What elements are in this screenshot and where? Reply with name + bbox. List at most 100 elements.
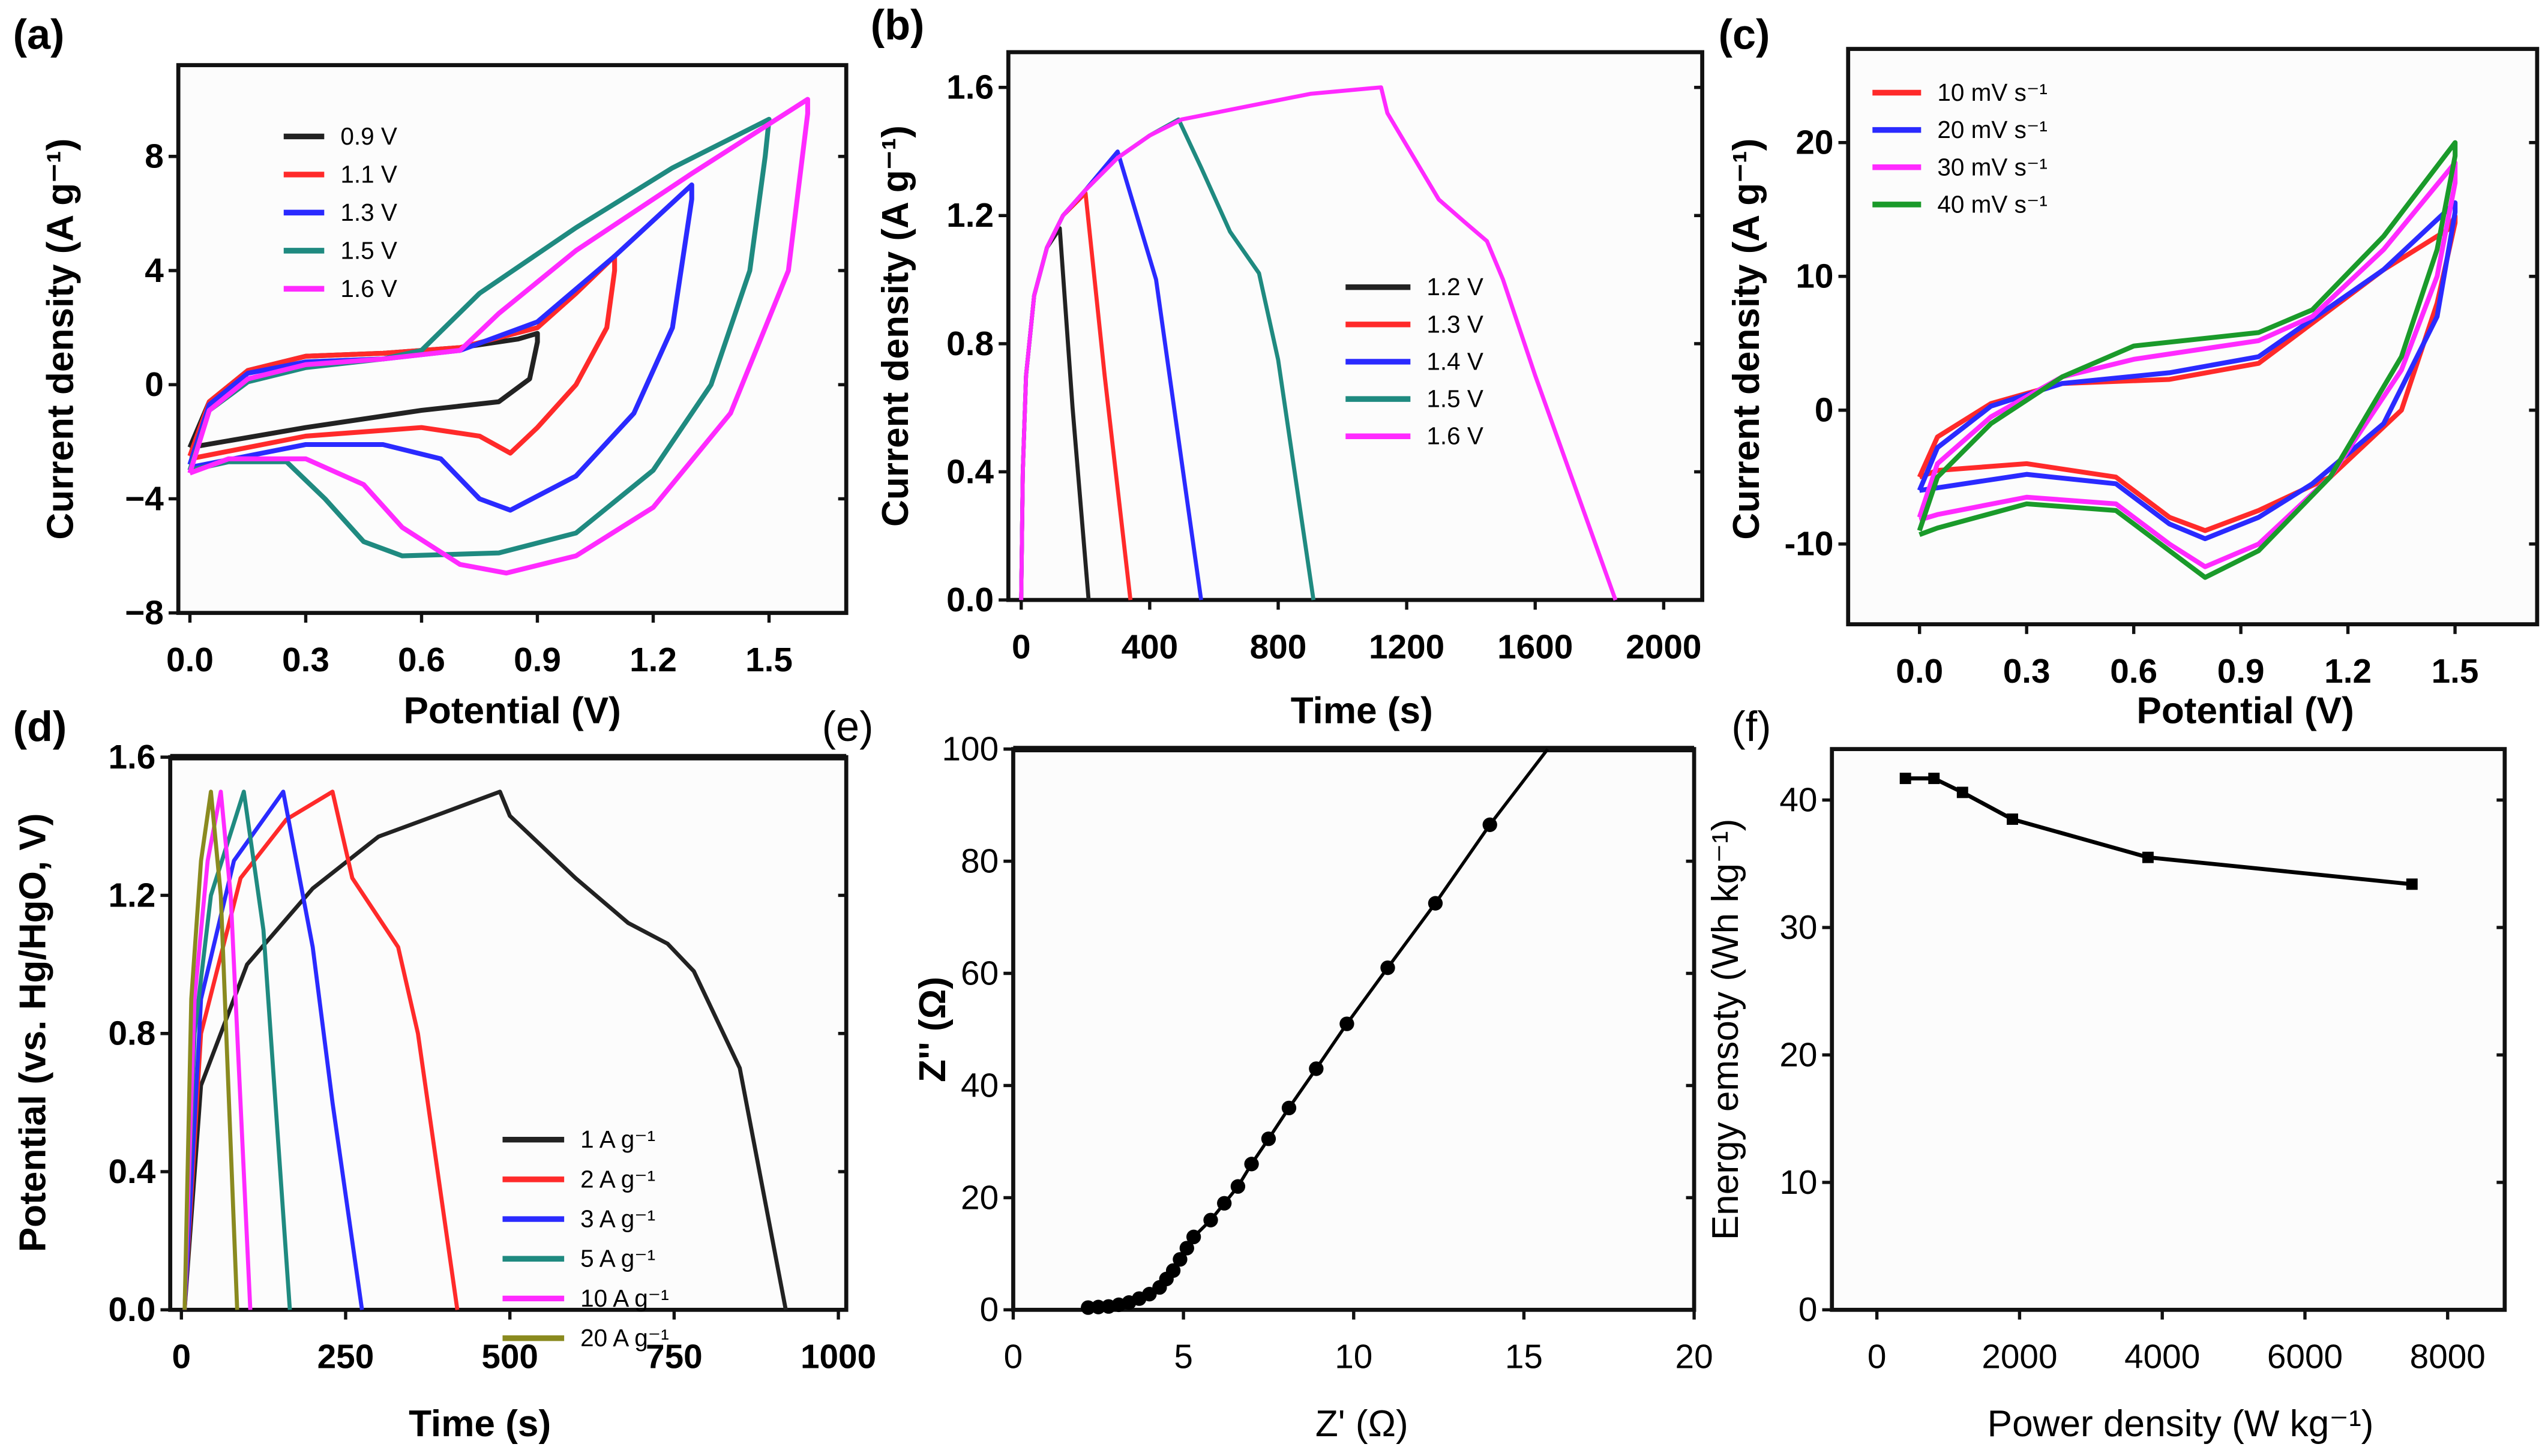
x-tick-label: 2000	[1982, 1338, 2057, 1376]
legend-label: 1.2 V	[1426, 273, 1483, 301]
x-tick-label: 1.2	[2324, 653, 2372, 691]
y-tick-label: 1.6	[108, 738, 155, 776]
panel-e: (e) 0 5 10 15 20 100 80 60 40 20 0 Z' (Ω) Z'' (Ω)	[822, 703, 1713, 1445]
panel-label: (e)	[822, 703, 874, 750]
y-tick-label: 20	[1795, 124, 1833, 162]
y-tick-label: 1.2	[946, 197, 994, 235]
x-tick-label: 10	[1335, 1338, 1372, 1376]
x-tick-label: 0.9	[514, 641, 561, 679]
data-point	[1173, 1252, 1188, 1267]
x-tick-label: 0.0	[1896, 653, 1943, 691]
legend-label: 1.3 V	[340, 199, 397, 226]
x-tick-label: 1000	[801, 1338, 876, 1376]
y-tick-label: 4	[145, 252, 164, 290]
series-line-1.6-V	[187, 97, 810, 576]
y-tick-label: 0.0	[108, 1291, 155, 1329]
y-tick-label: 10	[1779, 1164, 1817, 1202]
legend-label: 10 A g⁻¹	[580, 1284, 669, 1312]
x-tick-label: 0	[1012, 628, 1031, 666]
y-axis-label: Potential (vs. Hg/HgO, V)	[13, 813, 54, 1253]
data-point	[2142, 851, 2154, 863]
x-tick-label: 0.3	[2003, 653, 2051, 691]
y-tick-label: −4	[125, 480, 164, 518]
y-axis-label: Current density (A g⁻¹)	[875, 125, 916, 527]
series-line-1.6-V	[1019, 85, 1618, 601]
legend-label: 10 mV s⁻¹	[1937, 79, 2048, 106]
y-tick-label: 0	[145, 366, 164, 404]
data-point	[1179, 1241, 1194, 1256]
y-tick-label: 1.6	[946, 69, 994, 107]
legend-label: 1.1 V	[340, 160, 397, 188]
x-tick-label: 500	[481, 1338, 538, 1376]
y-tick-label: 40	[1779, 782, 1817, 819]
data-point	[2406, 878, 2418, 890]
y-tick-label: 0	[1798, 1291, 1818, 1329]
y-tick-label: −8	[125, 595, 164, 632]
x-axis-label: Time (s)	[1291, 690, 1433, 731]
legend-label: 20 mV s⁻¹	[1937, 116, 2048, 143]
legend-label: 3 A g⁻¹	[580, 1205, 655, 1233]
y-tick-label: 30	[1779, 909, 1817, 947]
x-tick-label: 0.0	[166, 641, 214, 679]
y-tick-label: 80	[961, 842, 999, 880]
data-point	[1380, 960, 1395, 975]
panel-f: (f) 0 2000 4000 6000 8000 40 30 20 10 0 Power densi…	[1705, 703, 2507, 1445]
y-tick-label: 20	[961, 1179, 999, 1217]
x-axis-label: Z' (Ω)	[1315, 1403, 1408, 1445]
data-point	[1203, 1212, 1218, 1227]
series-line-3-A-g-	[182, 789, 364, 1310]
legend-label: 1.6 V	[340, 275, 397, 302]
series-line-1.1-V	[187, 254, 617, 461]
y-tick-label: 20	[1779, 1036, 1817, 1074]
legend-label: 1 A g⁻¹	[580, 1125, 655, 1153]
y-tick-label: 8	[145, 138, 164, 176]
data-point	[1217, 1196, 1232, 1211]
x-tick-label: 5	[1174, 1338, 1193, 1376]
y-tick-label: 0	[1815, 392, 1834, 430]
plot-area	[1830, 747, 2507, 1312]
x-axis-label: Potential (V)	[2136, 690, 2354, 731]
data-point	[1281, 1100, 1297, 1116]
panel-label: (a)	[13, 11, 65, 58]
x-tick-label: 0	[1867, 1338, 1887, 1376]
x-tick-label: 0.6	[2110, 653, 2157, 691]
x-tick-label: 6000	[2267, 1338, 2343, 1376]
legend-label: 1.3 V	[1426, 310, 1483, 338]
y-tick-label: 10	[1795, 258, 1833, 296]
legend-label: 1.5 V	[1426, 385, 1483, 413]
y-tick-label: 1.2	[108, 876, 155, 914]
y-tick-label: 100	[942, 731, 999, 768]
y-tick-label: 60	[961, 954, 999, 992]
series-line-2-A-g-	[182, 789, 460, 1310]
x-tick-label: 0	[1004, 1338, 1023, 1376]
data-point	[1309, 1061, 1324, 1076]
legend-label: 20 A g⁻¹	[580, 1324, 669, 1352]
data-point	[1339, 1016, 1354, 1031]
y-tick-label: 0.0	[946, 581, 994, 619]
x-tick-label: 0.6	[398, 641, 445, 679]
x-tick-label: 400	[1122, 628, 1179, 666]
legend-label: 30 mV s⁻¹	[1937, 153, 2048, 181]
data-point	[1899, 773, 1911, 784]
y-tick-label: 0.8	[946, 325, 994, 363]
y-axis-label: Energy emsoty (Wh kg⁻¹)	[1705, 819, 1746, 1241]
legend-label: 2 A g⁻¹	[580, 1165, 655, 1193]
data-point	[1230, 1179, 1246, 1194]
panel-b: (b) 0 400 800 1200 1600 2000 1.6 1.2 0.8 0.4 0.0 Tim…	[871, 1, 1704, 731]
x-tick-label: 1200	[1369, 628, 1444, 666]
y-axis-label: Current density (A g⁻¹)	[1726, 139, 1767, 540]
x-tick-label: 1.5	[745, 641, 793, 679]
panel-c: (c) 0.0 0.3 0.6 0.9 1.2 1.5 20 10 0 -10 Potential (…	[1719, 11, 2540, 731]
x-tick-label: 800	[1250, 628, 1307, 666]
x-tick-label: 2000	[1626, 628, 1701, 666]
legend-label: 1.5 V	[340, 236, 397, 264]
series-line-40-mV-s-	[1917, 140, 2458, 580]
legend-label: 5 A g⁻¹	[580, 1245, 655, 1272]
series-line-20-mV-s-	[1917, 200, 2458, 542]
x-tick-label: 1.5	[2432, 653, 2479, 691]
data-point	[1428, 896, 1443, 911]
x-tick-label: 20	[1675, 1338, 1713, 1376]
x-tick-label: 8000	[2410, 1338, 2486, 1376]
x-tick-label: 1600	[1497, 628, 1573, 666]
